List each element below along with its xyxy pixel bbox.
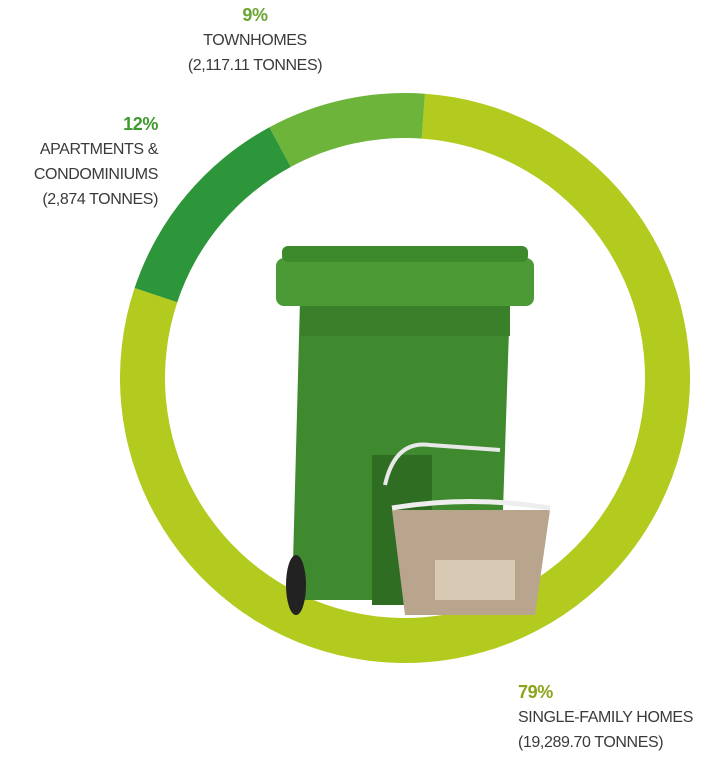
cart-illustration <box>276 246 551 615</box>
donut <box>120 93 690 664</box>
sublabel: (2,117.11 TONNES) <box>187 57 323 74</box>
value-label: 79% <box>518 682 553 702</box>
value-label: 12% <box>123 114 158 134</box>
label-single-family: 79% SINGLE-FAMILY HOMES (19,289.70 TONNE… <box>518 680 712 755</box>
label-townhomes: 9% TOWNHOMES (2,117.11 TONNES) <box>165 3 345 78</box>
sublabel: (2,874 TONNES) <box>42 191 158 208</box>
donut-segment <box>134 127 291 303</box>
category-label: SINGLE-FAMILY HOMES <box>518 709 693 726</box>
donut-segment <box>269 93 425 167</box>
value-label: 9% <box>242 5 268 25</box>
sublabel: (19,289.70 TONNES) <box>518 734 664 751</box>
label-apartments: 12% APARTMENTS & CONDOMINIUMS (2,874 TON… <box>10 112 158 212</box>
category-label: APARTMENTS & CONDOMINIUMS <box>33 141 158 183</box>
category-label: TOWNHOMES <box>203 32 307 49</box>
